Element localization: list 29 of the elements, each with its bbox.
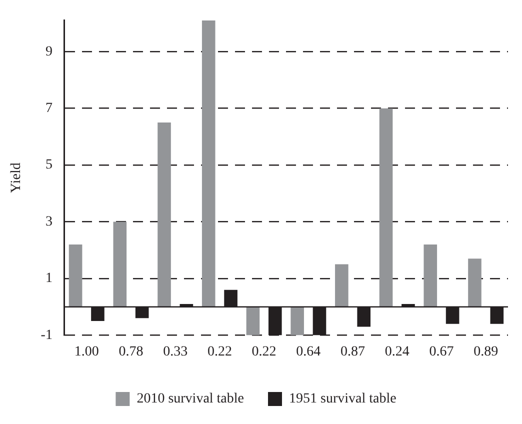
bar — [468, 258, 482, 307]
legend-label: 2010 survival table — [136, 392, 244, 407]
y-axis-title: Yield — [9, 162, 24, 193]
x-tick-label: 0.78 — [118, 344, 144, 360]
x-tick-label: 0.33 — [163, 344, 188, 360]
bar — [246, 306, 260, 336]
bar — [379, 108, 393, 307]
x-tick-label: 1.00 — [74, 344, 99, 360]
y-tick-label: 5 — [45, 158, 52, 173]
bar — [424, 244, 438, 307]
y-tick-label: 1 — [45, 271, 52, 286]
x-tick-label: 0.64 — [296, 344, 321, 360]
y-tick-label: -1 — [40, 328, 52, 343]
y-tick-label: 3 — [45, 214, 52, 230]
y-tick-label: 9 — [45, 44, 52, 60]
x-tick-label: 0.67 — [429, 344, 454, 360]
bar — [113, 222, 127, 307]
bar — [68, 244, 82, 307]
x-tick-label: 0.24 — [384, 344, 410, 360]
x-tick-label: 0.87 — [340, 344, 366, 360]
bar — [290, 306, 304, 336]
y-tick-label: 7 — [45, 100, 52, 116]
legend-label: 1951 survival table — [289, 392, 396, 407]
bar — [335, 264, 348, 307]
x-tick-label: 0.22 — [207, 344, 232, 360]
bar — [202, 20, 216, 307]
x-tick-label: 0.22 — [252, 344, 276, 360]
x-tick-label: 0.89 — [474, 344, 498, 360]
bar — [158, 122, 171, 307]
